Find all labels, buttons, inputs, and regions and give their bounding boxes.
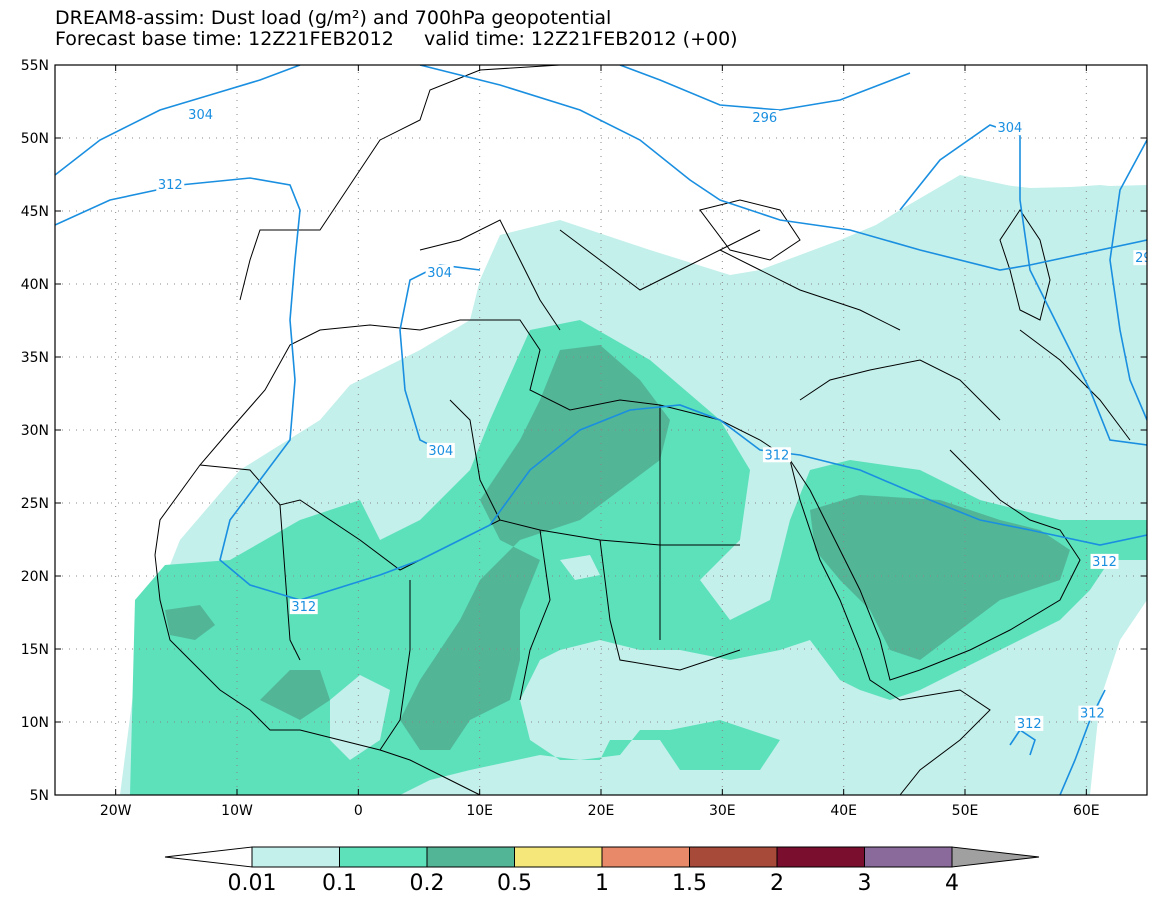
- colorbar-box: [426, 846, 515, 868]
- lon-tick-label: 40E: [830, 803, 857, 819]
- lon-tick-label: 10W: [221, 803, 253, 819]
- lat-tick-label: 5N: [30, 788, 49, 804]
- coastlines-and-borders: [154, 65, 1131, 795]
- dust-level-0-2-sahara: [400, 345, 670, 750]
- colorbar-label: 3: [858, 871, 872, 896]
- contour-label: 312: [765, 448, 790, 463]
- contour-label-bg: [425, 264, 454, 280]
- colorbar-label: 2: [770, 871, 784, 896]
- lon-tick-label: 30E: [709, 803, 736, 819]
- contour-label-bg: [186, 107, 215, 123]
- dust-load-colorbar: 0.01 0.1 0.2 0.5 1 1.5 2 3 4: [164, 846, 1040, 896]
- lon-tick-label: 0: [354, 803, 363, 819]
- contour-label: 312: [1092, 555, 1117, 570]
- contour-label: 312: [1017, 717, 1042, 732]
- lon-tick-label: 60E: [1073, 803, 1100, 819]
- contour-label: 312: [158, 178, 183, 193]
- lat-tick-label: 55N: [21, 58, 49, 74]
- contour-label: 304: [188, 108, 213, 123]
- contour-label: 296: [752, 111, 777, 126]
- contour-label: 312: [1080, 707, 1105, 722]
- lat-tick-label: 20N: [21, 569, 49, 585]
- contour-label-bg: [426, 442, 455, 458]
- colorbar-label: 0.01: [228, 871, 277, 896]
- lat-tick-label: 40N: [21, 277, 49, 293]
- lon-tick-label: 50E: [952, 803, 979, 819]
- lat-tick-label: 30N: [21, 423, 49, 439]
- contour-label-bg: [750, 110, 779, 126]
- contour-label-bg: [1133, 250, 1147, 266]
- colorbar-label: 0.1: [322, 871, 357, 896]
- dust-level-0-01-north: [760, 180, 1147, 340]
- longitude-labels: 20W 10W 0 10E 20E 30E 40E 50E 60E: [100, 803, 1100, 819]
- lon-tick-label: 20W: [100, 803, 132, 819]
- lon-tick-label: 10E: [466, 803, 493, 819]
- colorbar-box: [601, 846, 690, 868]
- contour-label-bg: [762, 447, 791, 463]
- contour-label: 29: [1135, 251, 1152, 266]
- lat-tick-label: 35N: [21, 350, 49, 366]
- axis-ticks: [55, 64, 1147, 796]
- dust-load-shading: [120, 175, 1147, 795]
- lat-tick-label: 10N: [21, 715, 49, 731]
- contour-label-bg: [289, 599, 318, 615]
- lat-tick-label: 25N: [21, 496, 49, 512]
- colorbar-label: 1: [595, 871, 609, 896]
- colorbar-box: [776, 846, 865, 868]
- dust-level-0-1: [130, 320, 1147, 795]
- colorbar-box: [339, 846, 428, 868]
- map-title-line2: Forecast base time: 12Z21FEB2012 valid t…: [55, 28, 738, 50]
- dust-level-0-2-arabia: [810, 495, 1070, 660]
- colorbar-lower-arrow: [164, 846, 253, 868]
- contour-label-bg: [1015, 715, 1044, 731]
- lat-tick-label: 15N: [21, 642, 49, 658]
- colorbar-upper-arrow: [951, 846, 1040, 868]
- contour-label: 312: [291, 600, 316, 615]
- colorbar-box: [251, 846, 340, 868]
- contour-label: 304: [997, 121, 1022, 136]
- dust-level-0-2-west: [260, 670, 330, 720]
- dust-level-0-2-guinea: [165, 605, 215, 640]
- colorbar-label: 0.2: [410, 871, 445, 896]
- colorbar-box: [864, 846, 953, 868]
- contour-label-bg: [1090, 553, 1119, 569]
- map-title-line1: DREAM8-assim: Dust load (g/m²) and 700hP…: [55, 7, 612, 29]
- colorbar-label: 4: [945, 871, 959, 896]
- colorbar-box: [514, 846, 603, 868]
- colorbar-label: 1.5: [672, 871, 707, 896]
- contour-label-bg: [156, 177, 185, 193]
- contour-label: 304: [427, 266, 452, 281]
- colorbar-box: [689, 846, 778, 868]
- geopotential-contours: [55, 65, 1147, 795]
- dust-gap-libya: [560, 555, 600, 580]
- contour-label-bg: [995, 120, 1024, 136]
- lon-tick-label: 20E: [588, 803, 615, 819]
- colorbar-label: 0.5: [497, 871, 532, 896]
- latitude-labels: 55N 50N 45N 40N 35N 30N 25N 20N 15N 10N 5N: [21, 58, 49, 804]
- dust-gap-gulf-guinea: [330, 675, 390, 760]
- graticule: [55, 65, 1147, 795]
- lat-tick-label: 45N: [21, 204, 49, 220]
- contour-label: 304: [428, 444, 453, 459]
- contour-label-bg: [1078, 705, 1107, 721]
- contour-labels: 304 296 304 312 304 29 304 312 312 312 312 312: [156, 107, 1152, 732]
- lat-tick-label: 50N: [21, 131, 49, 147]
